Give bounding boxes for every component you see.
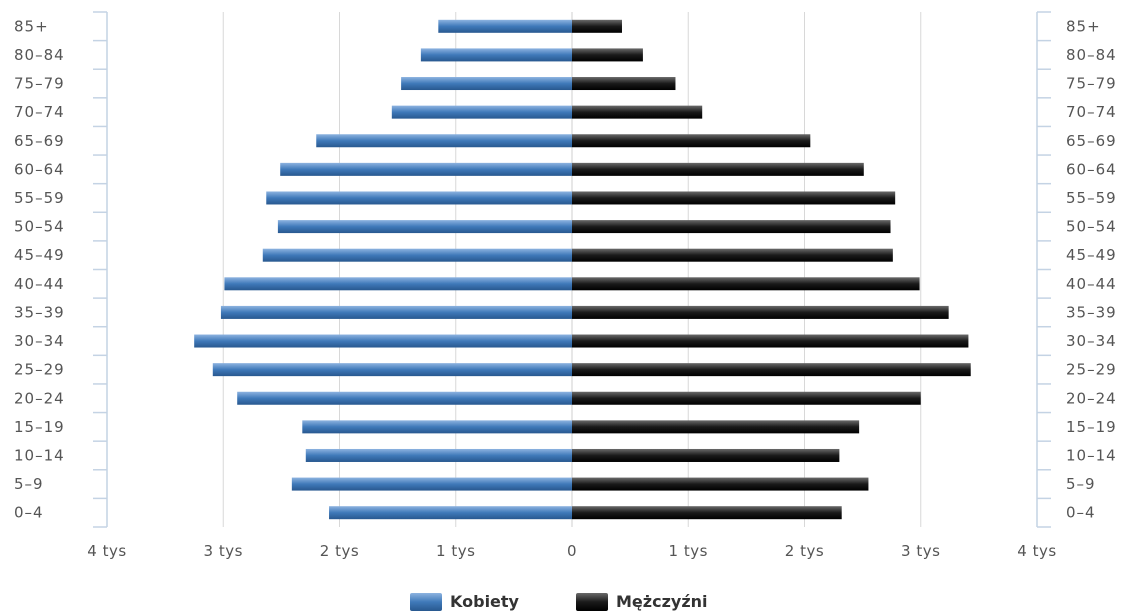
- bar-kobiety: [420, 48, 572, 62]
- axis-layer: [93, 11, 1051, 528]
- legend: Kobiety Mężczyźni: [0, 590, 1139, 616]
- bars-layer: [194, 19, 971, 520]
- bar-mezczyzni: [572, 305, 949, 319]
- bar-mezczyzni: [572, 448, 840, 462]
- bar-kobiety: [212, 363, 572, 377]
- bar-kobiety: [316, 134, 572, 148]
- bar-mezczyzni: [572, 162, 864, 176]
- x-tick-label: 2 tys: [785, 542, 824, 560]
- category-label-left: 70–74: [14, 103, 65, 121]
- x-tick-label: 4 tys: [87, 542, 126, 560]
- legend-swatch-mezczyzni: [576, 592, 608, 611]
- bar-kobiety: [237, 391, 572, 405]
- legend-item-mezczyzni[interactable]: Mężczyźni: [576, 592, 708, 611]
- labels-layer: 4 tys 3 tys 2 tys 1 tys 0 1 tys 2 tys 3 tys 4 ty…: [14, 17, 1117, 560]
- category-label-right: 60–64: [1066, 160, 1117, 178]
- bar-mezczyzni: [572, 391, 921, 405]
- category-label-right: 55–59: [1066, 189, 1117, 207]
- x-tick-label: 4 tys: [1017, 542, 1056, 560]
- bar-mezczyzni: [572, 506, 842, 520]
- category-label-left: 75–79: [14, 75, 65, 93]
- category-label-left: 55–59: [14, 189, 65, 207]
- category-label-left: 80–84: [14, 46, 65, 64]
- bar-mezczyzni: [572, 277, 920, 291]
- category-label-right: 40–44: [1066, 275, 1117, 293]
- category-label-left: 30–34: [14, 332, 65, 350]
- bar-mezczyzni: [572, 191, 896, 205]
- bar-mezczyzni: [572, 105, 703, 119]
- category-label-right: 15–19: [1066, 418, 1117, 436]
- category-label-right: 45–49: [1066, 246, 1117, 264]
- legend-item-kobiety[interactable]: Kobiety: [410, 592, 519, 611]
- bar-mezczyzni: [572, 19, 622, 33]
- x-tick-label: 3 tys: [204, 542, 243, 560]
- bar-kobiety: [302, 420, 572, 434]
- category-label-left: 35–39: [14, 303, 65, 321]
- bar-mezczyzni: [572, 220, 891, 234]
- category-label-right: 30–34: [1066, 332, 1117, 350]
- category-label-left: 20–24: [14, 389, 65, 407]
- bar-kobiety: [329, 506, 572, 520]
- category-label-left: 65–69: [14, 132, 65, 150]
- bar-kobiety: [280, 162, 572, 176]
- category-label-left: 60–64: [14, 160, 65, 178]
- category-label-left: 40–44: [14, 275, 65, 293]
- category-label-right: 35–39: [1066, 303, 1117, 321]
- legend-label-mezczyzni: Mężczyźni: [616, 592, 708, 611]
- x-tick-label: 0: [567, 542, 577, 560]
- category-label-left: 50–54: [14, 218, 65, 236]
- bar-mezczyzni: [572, 248, 893, 262]
- category-label-right: 70–74: [1066, 103, 1117, 121]
- bar-kobiety: [194, 334, 572, 348]
- category-label-right: 10–14: [1066, 446, 1117, 464]
- bar-kobiety: [262, 248, 572, 262]
- category-label-right: 50–54: [1066, 218, 1117, 236]
- x-tick-label: 3 tys: [901, 542, 940, 560]
- bar-kobiety: [305, 448, 572, 462]
- bar-kobiety: [438, 19, 572, 33]
- bar-mezczyzni: [572, 363, 971, 377]
- bar-kobiety: [291, 477, 572, 491]
- category-label-left: 45–49: [14, 246, 65, 264]
- category-label-left: 25–29: [14, 361, 65, 379]
- bar-mezczyzni: [572, 48, 643, 62]
- category-label-left: 85+: [14, 17, 49, 35]
- category-label-left: 15–19: [14, 418, 65, 436]
- category-label-left: 5–9: [14, 475, 44, 493]
- bar-kobiety: [224, 277, 572, 291]
- bar-mezczyzni: [572, 77, 676, 91]
- x-tick-label: 1 tys: [436, 542, 475, 560]
- x-tick-label: 1 tys: [669, 542, 708, 560]
- bar-kobiety: [220, 305, 573, 319]
- legend-label-kobiety: Kobiety: [450, 592, 519, 611]
- bar-kobiety: [277, 220, 572, 234]
- x-tick-label: 2 tys: [320, 542, 359, 560]
- bar-mezczyzni: [572, 477, 869, 491]
- category-label-left: 10–14: [14, 446, 65, 464]
- bar-mezczyzni: [572, 420, 860, 434]
- category-label-right: 65–69: [1066, 132, 1117, 150]
- bar-mezczyzni: [572, 334, 969, 348]
- bar-mezczyzni: [572, 134, 811, 148]
- category-label-right: 20–24: [1066, 389, 1117, 407]
- category-label-right: 25–29: [1066, 361, 1117, 379]
- category-label-right: 75–79: [1066, 75, 1117, 93]
- bar-kobiety: [401, 77, 572, 91]
- legend-swatch-kobiety: [410, 592, 442, 611]
- population-pyramid-chart: 4 tys 3 tys 2 tys 1 tys 0 1 tys 2 tys 3 tys 4 ty…: [14, 11, 1117, 560]
- bar-kobiety: [266, 191, 572, 205]
- category-label-right: 80–84: [1066, 46, 1117, 64]
- category-label-right: 85+: [1066, 17, 1101, 35]
- category-label-right: 5–9: [1066, 475, 1096, 493]
- category-label-right: 0–4: [1066, 504, 1096, 522]
- category-label-left: 0–4: [14, 504, 44, 522]
- bar-kobiety: [391, 105, 572, 119]
